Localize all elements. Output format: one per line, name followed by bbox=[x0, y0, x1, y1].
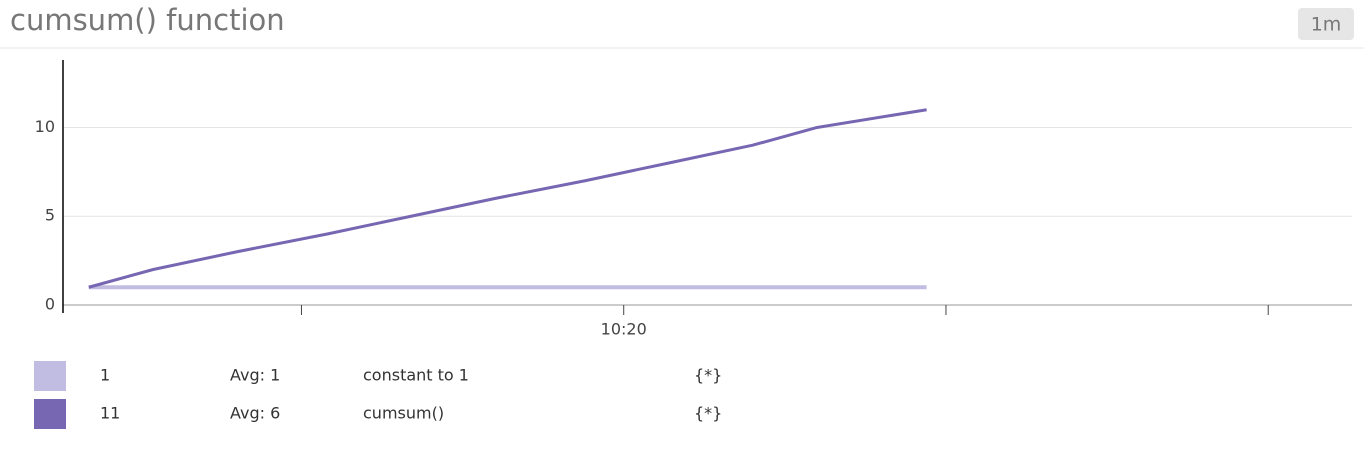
legend-last: 1 bbox=[100, 366, 110, 385]
legend-last: 11 bbox=[100, 404, 120, 423]
legend-avg: Avg: 1 bbox=[230, 366, 280, 385]
legend-name: constant to 1 bbox=[363, 366, 469, 385]
legend-name: cumsum() bbox=[363, 404, 444, 423]
badge-bg bbox=[1298, 8, 1354, 40]
y-tick-label: 10 bbox=[35, 117, 55, 136]
time-badge[interactable]: 1m bbox=[1311, 14, 1342, 36]
y-tick-label: 0 bbox=[45, 295, 55, 314]
legend-avg: Avg: 6 bbox=[230, 404, 280, 423]
legend-scope: {*} bbox=[694, 404, 722, 423]
legend-swatch bbox=[34, 399, 66, 429]
legend-swatch bbox=[34, 361, 66, 391]
chart-title: cumsum() function bbox=[10, 3, 285, 37]
legend-scope: {*} bbox=[694, 366, 722, 385]
y-tick-label: 5 bbox=[45, 206, 55, 225]
x-tick-label: 10:20 bbox=[601, 320, 647, 339]
series-line bbox=[88, 108, 927, 289]
